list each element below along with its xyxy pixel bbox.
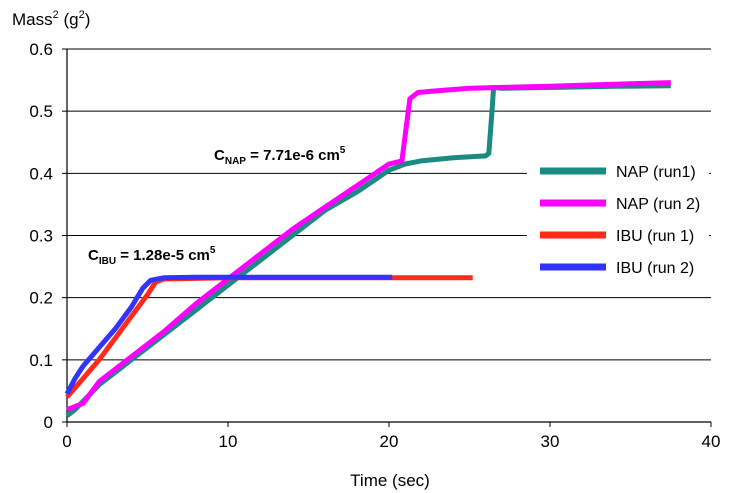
annotation-nap-rest: = 7.71e-6 cm [246,147,340,164]
annotation-nap-base: C [214,147,225,164]
y-axis-title-unit-close: ) [85,10,91,29]
x-tick-label-0: 0 [62,432,71,451]
x-tick-label-2: 20 [380,432,399,451]
annotation-nap: CNAP = 7.71e-6 cm5 [214,145,346,167]
annotation-ibu-sub: IBU [99,256,116,267]
series-line-2 [65,275,473,399]
annotation-ibu-sup: 5 [210,245,216,256]
y-tick-label-4: 0.4 [29,164,53,183]
y-axis-title-unit-sup: 2 [79,9,85,21]
y-axis-title-unit-open: (g [59,10,79,29]
series-line-1 [66,80,671,412]
y-tick-label-0: 0 [44,413,53,432]
y-tick-label-6: 0.6 [29,40,53,59]
y-tick-labels: 0 0.1 0.2 0.3 0.4 0.5 0.6 [29,40,53,432]
legend-label-0: NAP (run1) [616,164,696,181]
annotation-nap-sub: NAP [225,156,246,167]
y-axis-title: Mass2 (g2) [12,9,90,29]
x-tick-label-3: 30 [541,432,560,451]
y-axis-title-base: Mass [12,10,53,29]
annotation-ibu-base: C [88,247,99,264]
y-tick-label-3: 0.3 [29,227,53,246]
grid-lines [67,48,711,361]
x-axis-title: Time (sec) [350,471,430,490]
legend-label-2: IBU (run 1) [616,228,694,245]
series-lines [64,80,671,418]
x-tick-label-4: 40 [702,432,721,451]
legend-label-3: IBU (run 2) [616,260,694,277]
annotation-ibu: CIBU = 1.28e-5 cm5 [88,245,216,267]
y-tick-label-5: 0.5 [29,102,53,121]
x-tick-label-1: 10 [219,432,238,451]
y-tick-label-1: 0.1 [29,351,53,370]
x-tick-labels: 0 10 20 30 40 [62,432,720,451]
legend-label-1: NAP (run 2) [616,196,700,213]
y-axis-title-sup: 2 [53,9,59,21]
annotation-nap-sup: 5 [340,145,346,156]
y-tick-label-2: 0.2 [29,289,53,308]
legend: NAP (run1) NAP (run 2) IBU (run 1) IBU (run… [527,155,709,291]
axes [62,48,712,427]
series-line-3 [64,274,393,396]
annotation-ibu-rest: = 1.28e-5 cm [116,247,210,264]
